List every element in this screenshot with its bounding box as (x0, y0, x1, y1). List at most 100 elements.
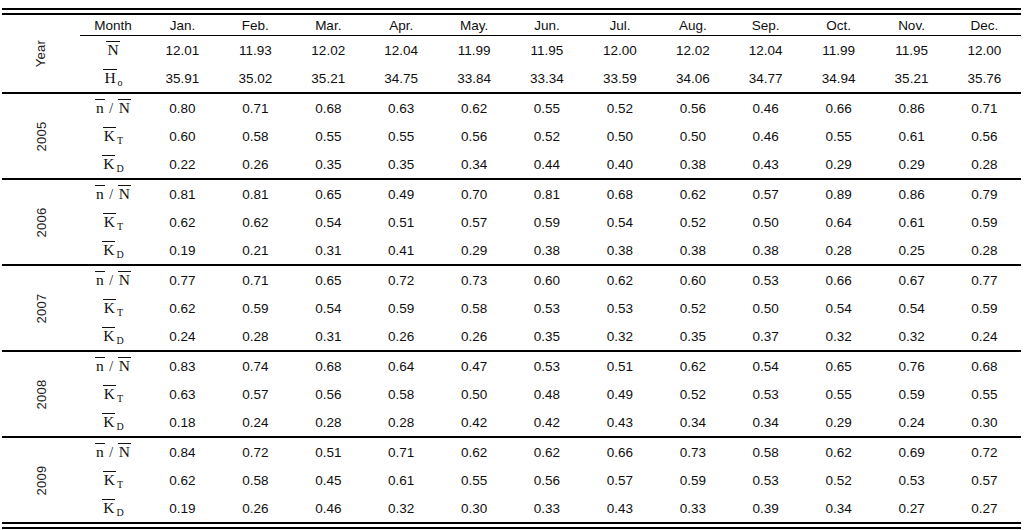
month-header-jul: Jul. (583, 15, 656, 36)
row-label-K-T: KT (80, 294, 146, 322)
symbol-subscript: T (117, 221, 123, 232)
value-cell: 0.79 (948, 179, 1021, 208)
value-cell: 0.49 (365, 179, 438, 208)
value-cell: 0.62 (583, 265, 656, 294)
symbol-overline: K (103, 385, 116, 402)
symbol-overline: K (103, 127, 116, 144)
page: { "table": { "corner_label": "Year", "mo… (0, 0, 1024, 530)
value-cell: 0.29 (438, 236, 511, 265)
symbol-subscript: D (116, 249, 123, 260)
value-cell: 0.25 (875, 236, 948, 265)
data-row: KT0.620.580.450.610.550.560.570.590.530.… (2, 466, 1021, 494)
value-cell: 0.54 (729, 351, 802, 380)
symbol-separator: / (105, 273, 118, 288)
data-row: KT0.620.590.540.590.580.530.530.520.500.… (2, 294, 1021, 322)
value-cell: 0.57 (583, 466, 656, 494)
value-cell: 0.50 (438, 380, 511, 408)
value-cell: 0.62 (438, 437, 511, 466)
value-cell: 0.53 (729, 380, 802, 408)
value-cell: 0.30 (948, 408, 1021, 437)
year-text: 2005 (34, 121, 49, 151)
month-header-nov: Nov. (875, 15, 948, 36)
value-cell: 0.56 (511, 466, 584, 494)
row-label-K-D: KD (80, 494, 146, 522)
value-cell: 0.57 (219, 380, 292, 408)
value-cell: 0.62 (219, 208, 292, 236)
row-label-n-over-N: n / N (80, 93, 146, 122)
value-cell: 0.52 (511, 122, 584, 150)
value-cell: 0.61 (875, 122, 948, 150)
value-cell: 0.35 (365, 150, 438, 179)
value-cell: 0.47 (438, 351, 511, 380)
row-label-n-over-N: n / N (80, 351, 146, 380)
value-cell: 0.30 (438, 494, 511, 522)
value-cell: 0.80 (146, 93, 219, 122)
value-cell: 35.02 (219, 64, 292, 93)
value-cell: 0.52 (656, 380, 729, 408)
row-label-K-T: KT (80, 380, 146, 408)
value-cell: 0.26 (219, 494, 292, 522)
value-cell: 0.28 (802, 236, 875, 265)
value-cell: 0.62 (656, 179, 729, 208)
value-cell: 34.94 (802, 64, 875, 93)
value-cell: 0.59 (875, 380, 948, 408)
year-text: 2006 (34, 207, 49, 237)
value-cell: 0.42 (438, 408, 511, 437)
value-cell: 0.43 (583, 408, 656, 437)
value-cell: 0.32 (802, 322, 875, 351)
value-cell: 0.71 (219, 93, 292, 122)
symbol-overline: N (118, 357, 131, 374)
value-cell: 0.35 (292, 150, 365, 179)
year-axis-label: Year (2, 15, 80, 93)
value-cell: 0.58 (438, 294, 511, 322)
value-cell: 0.51 (292, 437, 365, 466)
value-cell: 0.56 (438, 122, 511, 150)
value-cell: 0.24 (875, 408, 948, 437)
value-cell: 0.27 (948, 494, 1021, 522)
symbol-overline: K (102, 499, 115, 516)
value-cell: 0.86 (875, 93, 948, 122)
value-cell: 0.71 (948, 93, 1021, 122)
value-cell: 0.29 (802, 150, 875, 179)
value-cell: 11.99 (438, 36, 511, 65)
year-label-2007: 2007 (2, 265, 80, 351)
value-cell: 0.44 (511, 150, 584, 179)
symbol-overline: K (103, 299, 116, 316)
row-label-Ho-mean: Ho (80, 64, 146, 93)
value-cell: 12.04 (365, 36, 438, 65)
value-cell: 0.55 (802, 122, 875, 150)
value-cell: 0.59 (219, 294, 292, 322)
symbol-overline: H (103, 69, 116, 86)
value-cell: 0.24 (146, 322, 219, 351)
value-cell: 0.32 (875, 322, 948, 351)
value-cell: 35.21 (875, 64, 948, 93)
value-cell: 0.77 (948, 265, 1021, 294)
value-cell: 0.55 (438, 466, 511, 494)
data-row: KT0.600.580.550.550.560.520.500.500.460.… (2, 122, 1021, 150)
month-header-dec: Dec. (948, 15, 1021, 36)
value-cell: 0.26 (219, 150, 292, 179)
value-cell: 0.18 (146, 408, 219, 437)
row-label-K-D: KD (80, 150, 146, 179)
value-cell: 0.28 (219, 322, 292, 351)
value-cell: 0.81 (511, 179, 584, 208)
symbol-overline: n (95, 357, 105, 374)
value-cell: 0.73 (656, 437, 729, 466)
value-cell: 0.59 (948, 294, 1021, 322)
value-cell: 0.46 (292, 494, 365, 522)
value-cell: 0.38 (729, 236, 802, 265)
value-cell: 0.70 (438, 179, 511, 208)
value-cell: 0.58 (729, 437, 802, 466)
value-cell: 0.64 (365, 351, 438, 380)
value-cell: 0.59 (948, 208, 1021, 236)
year-text: 2009 (34, 465, 49, 495)
symbol-subscript: T (117, 479, 123, 490)
value-cell: 0.52 (656, 208, 729, 236)
value-cell: 12.00 (583, 36, 656, 65)
value-cell: 12.04 (729, 36, 802, 65)
month-column-header: Month (80, 15, 146, 36)
value-cell: 0.24 (219, 408, 292, 437)
value-cell: 0.51 (365, 208, 438, 236)
row-label-n-over-N: n / N (80, 437, 146, 466)
value-cell: 35.76 (948, 64, 1021, 93)
